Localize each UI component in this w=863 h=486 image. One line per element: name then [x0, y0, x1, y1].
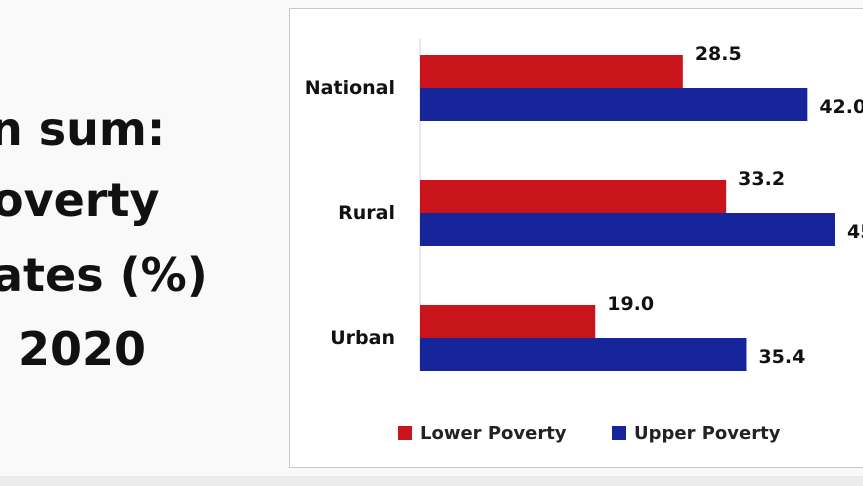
category-label-urban: Urban — [330, 327, 395, 349]
title-line-3: ates (%) — [0, 248, 208, 302]
category-label-rural: Rural — [338, 202, 395, 224]
bars-layer — [420, 55, 835, 371]
bar-urban-upper-poverty — [420, 338, 747, 371]
data-label-national-upper-poverty: 42.0 — [819, 96, 863, 118]
data-label-rural-upper-poverty: 45 — [847, 221, 863, 243]
title-line-1: n sum: — [0, 102, 166, 156]
data-label-urban-upper-poverty: 35.4 — [758, 346, 805, 368]
data-label-national-lower-poverty: 28.5 — [695, 43, 742, 65]
data-label-rural-lower-poverty: 33.2 — [738, 168, 785, 190]
legend: Lower Poverty Upper Poverty — [398, 423, 781, 444]
category-label-national: National — [305, 77, 395, 99]
bottom-strip — [0, 476, 863, 486]
bar-rural-upper-poverty — [420, 213, 835, 246]
chart-panel: National 28.5 42.0 Rural 33.2 45 Urban 19.0 35.4… — [289, 8, 863, 468]
title-line-4: 2020 — [18, 322, 147, 376]
bar-national-upper-poverty — [420, 88, 808, 121]
bar-rural-lower-poverty — [420, 180, 727, 213]
bar-national-lower-poverty — [420, 55, 683, 88]
title-line-2: overty — [0, 173, 160, 227]
data-label-urban-lower-poverty: 19.0 — [607, 293, 654, 315]
bar-urban-lower-poverty — [420, 305, 596, 338]
legend-label-lower-poverty: Lower Poverty — [420, 423, 567, 444]
bar-chart: National 28.5 42.0 Rural 33.2 45 Urban 19.0 35.4… — [305, 39, 863, 444]
legend-label-upper-poverty: Upper Poverty — [634, 423, 781, 444]
legend-swatch-upper-poverty — [612, 426, 626, 440]
labels-layer: National 28.5 42.0 Rural 33.2 45 Urban 19.0 35.4 — [305, 43, 863, 368]
legend-swatch-lower-poverty — [398, 426, 412, 440]
